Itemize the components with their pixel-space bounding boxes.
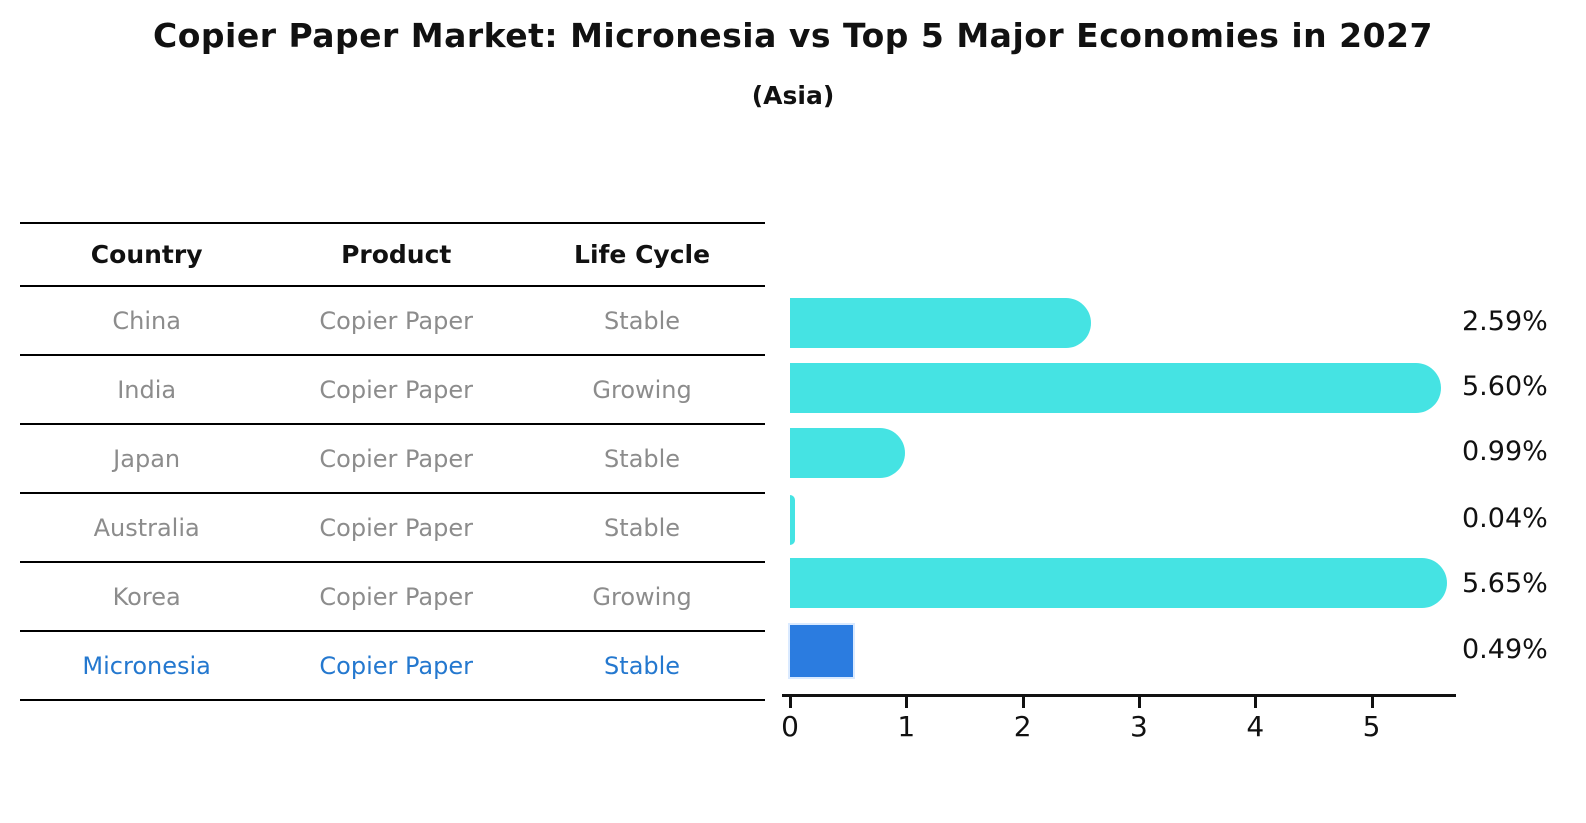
bar-row-micronesia xyxy=(790,625,1453,677)
cell-product: Copier Paper xyxy=(273,493,520,563)
value-label-japan: 0.99% xyxy=(1462,436,1548,467)
col-header-country: Country xyxy=(20,223,274,287)
col-header-lifecycle: Life Cycle xyxy=(519,223,765,287)
cell-lifecycle: Growing xyxy=(519,355,765,425)
x-tick-label: 4 xyxy=(1246,710,1265,743)
table-header-row: Country Product Life Cycle xyxy=(20,223,765,287)
x-tick-label: 3 xyxy=(1130,710,1148,743)
bar-row-korea xyxy=(790,558,1453,608)
x-tick-mark xyxy=(1254,697,1258,708)
cell-product: Copier Paper xyxy=(273,562,520,632)
value-label-micronesia: 0.49% xyxy=(1462,634,1548,665)
table-row-micronesia-highlighted: Micronesia Copier Paper Stable xyxy=(20,631,765,701)
cell-product: Copier Paper xyxy=(273,631,520,701)
bar-korea xyxy=(790,558,1448,608)
x-tick-mark xyxy=(905,697,909,708)
cell-product: Copier Paper xyxy=(273,424,520,494)
x-tick-label: 2 xyxy=(1013,710,1032,743)
cell-country: Korea xyxy=(20,562,274,632)
x-tick-label: 0 xyxy=(781,710,799,743)
bar-australia xyxy=(790,495,795,545)
bar-micronesia-highlighted xyxy=(790,625,853,677)
value-label-australia: 0.04% xyxy=(1462,503,1548,534)
bar-row-india xyxy=(790,363,1453,413)
table-row-japan: Japan Copier Paper Stable xyxy=(20,424,765,494)
table-row-korea: Korea Copier Paper Growing xyxy=(20,562,765,632)
value-label-india: 5.60% xyxy=(1462,371,1548,402)
bar-row-china xyxy=(790,298,1453,348)
x-tick-mark xyxy=(1370,697,1374,708)
x-tick-mark xyxy=(789,697,792,708)
country-table: Country Product Life Cycle China Copier … xyxy=(20,222,765,701)
cell-product: Copier Paper xyxy=(273,286,520,356)
bar-japan xyxy=(790,428,906,478)
cell-country: India xyxy=(20,355,274,425)
bar-china xyxy=(790,298,1092,348)
chart-title: Copier Paper Market: Micronesia vs Top 5… xyxy=(153,16,1433,55)
x-tick-label: 1 xyxy=(897,710,916,743)
x-axis-line xyxy=(782,694,1456,697)
x-tick-mark xyxy=(1137,697,1141,708)
x-tick-label: 5 xyxy=(1362,710,1381,743)
table-row-australia: Australia Copier Paper Stable xyxy=(20,493,765,563)
cell-country: Australia xyxy=(20,493,274,563)
x-tick-mark xyxy=(1021,697,1025,708)
cell-lifecycle: Growing xyxy=(519,562,765,632)
cell-country: Japan xyxy=(20,424,274,494)
cell-lifecycle: Stable xyxy=(519,631,765,701)
cell-product: Copier Paper xyxy=(273,355,520,425)
cell-lifecycle: Stable xyxy=(519,424,765,494)
cell-country: China xyxy=(20,286,274,356)
bar-india xyxy=(790,363,1442,413)
cell-country: Micronesia xyxy=(20,631,274,701)
bar-chart: 0 1 2 3 4 5 xyxy=(781,0,1456,770)
value-label-korea: 5.65% xyxy=(1462,568,1548,599)
bar-row-australia xyxy=(790,495,1453,545)
cell-lifecycle: Stable xyxy=(519,286,765,356)
chart-subtitle: (Asia) xyxy=(751,81,835,110)
col-header-product: Product xyxy=(273,223,520,287)
bar-row-japan xyxy=(790,428,1453,478)
value-label-china: 2.59% xyxy=(1462,306,1548,337)
table-row-india: India Copier Paper Growing xyxy=(20,355,765,425)
table-row-china: China Copier Paper Stable xyxy=(20,286,765,356)
cell-lifecycle: Stable xyxy=(519,493,765,563)
